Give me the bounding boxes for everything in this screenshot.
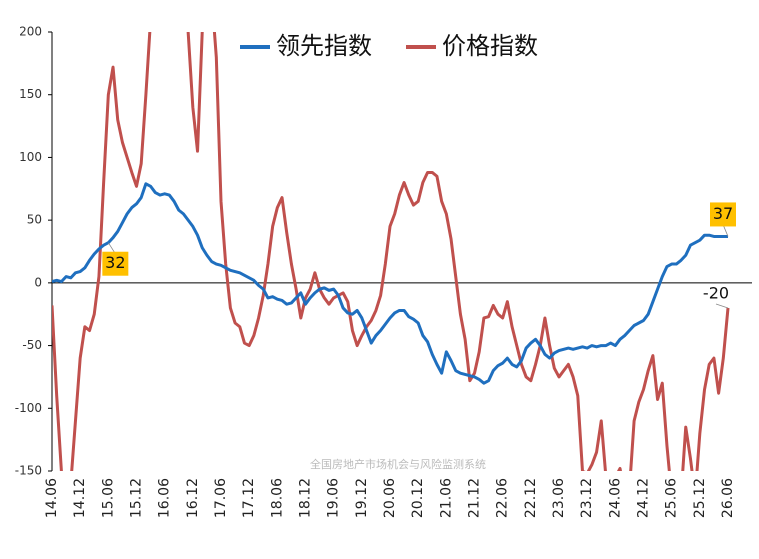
legend-label: 领先指数 [276, 32, 372, 60]
x-tick-label: 19.12 [354, 478, 370, 518]
x-tick-label: 15.12 [129, 478, 145, 518]
x-tick-label: 25.06 [664, 478, 680, 518]
series-line [52, 32, 730, 471]
x-tick-label: 20.06 [382, 478, 398, 518]
x-tick-label: 14.12 [72, 478, 88, 518]
x-tick-label: 26.06 [720, 478, 736, 518]
x-tick-label: 16.06 [157, 478, 173, 518]
x-tick-label: 24.12 [636, 478, 652, 518]
y-tick-label: -100 [15, 401, 42, 415]
y-tick-label: 200 [19, 25, 42, 39]
watermark: 全国房地产市场机会与风险监测系统 [310, 457, 486, 471]
y-tick-label: 0 [34, 275, 42, 289]
x-tick-label: 21.06 [438, 478, 454, 518]
x-tick-label: 19.06 [326, 478, 342, 518]
x-tick-label: 16.12 [185, 478, 201, 518]
label-leader [715, 303, 729, 309]
x-tick-label: 14.06 [44, 478, 60, 518]
x-tick-label: 25.12 [692, 478, 708, 518]
x-tick-label: 23.06 [551, 478, 567, 518]
y-tick-label: 50 [27, 213, 42, 227]
x-tick-label: 22.06 [495, 478, 511, 518]
x-tick-label: 17.12 [241, 478, 257, 518]
x-tick-label: 17.06 [213, 478, 229, 518]
x-tick-label: 15.06 [100, 478, 116, 518]
x-tick-label: 21.12 [467, 478, 483, 518]
data-label: -20 [703, 283, 729, 302]
x-tick-label: 18.06 [269, 478, 285, 518]
x-tick-label: 23.12 [579, 478, 595, 518]
legend-label: 价格指数 [442, 32, 538, 60]
y-tick-label: 100 [19, 150, 42, 164]
x-tick-label: 18.12 [298, 478, 314, 518]
y-tick-label: -150 [15, 464, 42, 478]
x-tick-label: 20.12 [410, 478, 426, 518]
plot-area [52, 32, 730, 471]
data-label: 37 [713, 204, 733, 223]
label-box [102, 251, 129, 276]
y-tick-label: 150 [19, 87, 42, 101]
data-label: 32 [105, 253, 125, 272]
label-box [710, 202, 736, 227]
series-line [52, 182, 728, 385]
x-tick-label: 22.12 [523, 478, 539, 518]
x-tick-label: 24.06 [607, 478, 623, 518]
y-tick-label: -50 [22, 338, 42, 352]
